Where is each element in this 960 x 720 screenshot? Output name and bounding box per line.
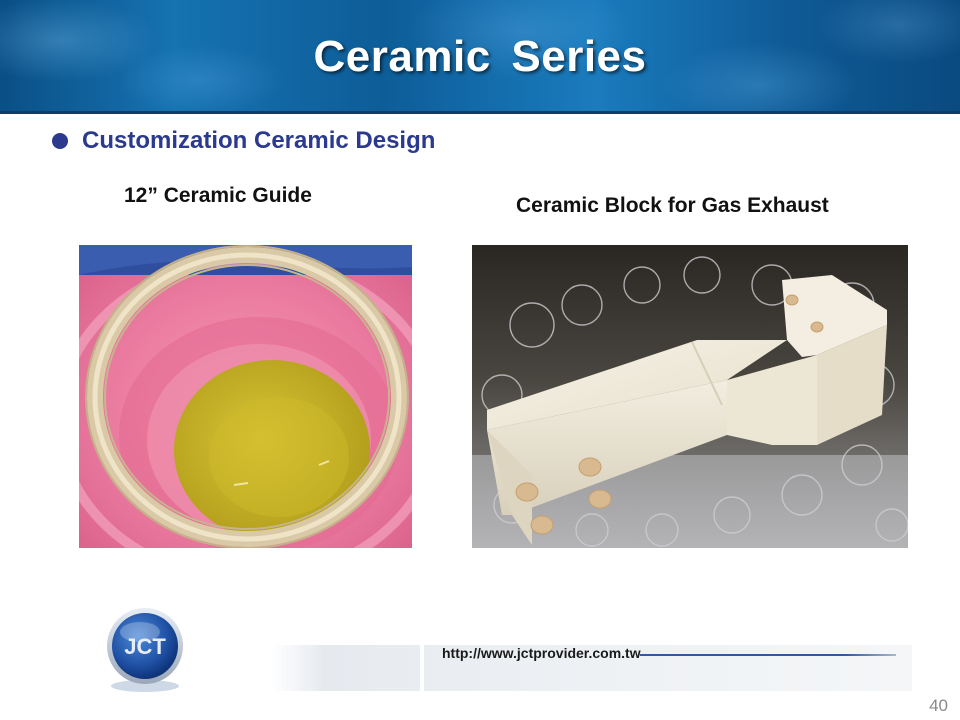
caption-ceramic-guide: 12” Ceramic Guide	[124, 184, 312, 207]
logo-text: JCT	[124, 634, 166, 659]
footer-divider	[420, 638, 424, 698]
bullet-text: Customization Ceramic Design	[82, 127, 436, 154]
header-texture	[0, 0, 960, 114]
bullet-item: Customization Ceramic Design	[52, 126, 435, 156]
page-title: Ceramic Series	[313, 32, 647, 81]
photo-ceramic-block	[472, 245, 908, 548]
footer-url-link[interactable]: http://www.jctprovider.com.tw	[442, 645, 641, 661]
caption-ceramic-block: Ceramic Block for Gas Exhaust	[516, 194, 829, 217]
header-bottom-line	[0, 111, 960, 114]
footer-url-line	[640, 654, 896, 656]
jct-logo-icon: JCT	[102, 606, 188, 692]
photo-ceramic-guide	[79, 245, 412, 548]
footer-band	[272, 645, 912, 691]
page-number: 40	[929, 696, 948, 715]
header-banner: Ceramic Series	[0, 0, 960, 114]
bullet-dot-icon	[52, 133, 68, 149]
